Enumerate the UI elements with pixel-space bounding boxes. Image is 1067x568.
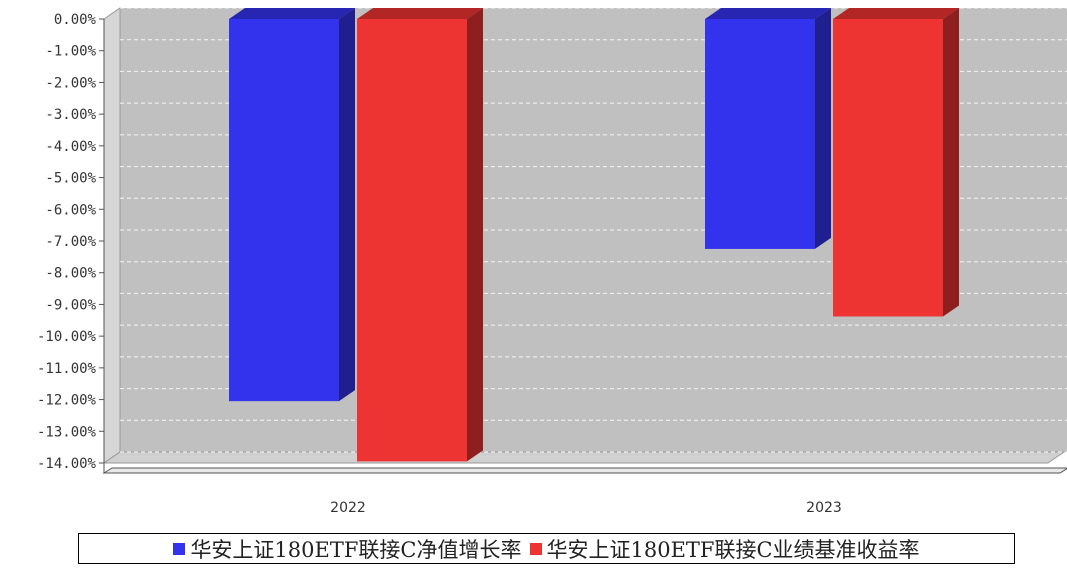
legend-item-benchmark: 华安上证180ETF联接C业绩基准收益率 [529,534,920,564]
bar-side-face [467,8,483,462]
y-tick-label: -9.00% [45,297,96,313]
bar-top-face [705,8,831,19]
x-tick-label: 2023 [806,500,842,516]
x-axis-line [102,467,1067,474]
y-tick-label: -6.00% [45,202,96,218]
plot-side-wall [103,7,121,464]
y-tick-label: 0.00% [54,12,97,28]
legend: 华安上证180ETF联接C净值增长率 华安上证180ETF联接C业绩基准收益率 [78,533,1015,564]
bar-front-face [705,19,815,249]
bar-front-face [357,19,467,462]
bar-side-face [339,8,355,402]
plot-floor [102,451,1066,464]
y-tick-label: -4.00% [45,139,96,155]
legend-item-nav-growth: 华安上证180ETF联接C净值增长率 [173,534,522,564]
y-tick-label: -3.00% [45,107,96,123]
bar-front-face [833,19,943,317]
x-tick-label: 2022 [330,500,366,516]
y-tick-label: -7.00% [45,234,96,250]
bar [705,8,831,249]
legend-swatch-blue [173,542,186,555]
bar-side-face [943,8,959,317]
y-tick-label: -12.00% [37,393,97,409]
bar [357,8,483,462]
bar-front-face [229,19,339,402]
legend-label-benchmark: 华安上证180ETF联接C业绩基准收益率 [546,537,920,562]
bar-chart: 0.00% -1.00% -2.00% -3.00% -4.00% -5.00% -6.00… [37,7,1067,516]
bar [229,8,355,402]
y-tick-label: -11.00% [37,361,97,377]
bar-top-face [229,8,355,19]
bar-top-face [357,8,483,19]
bars [229,8,959,462]
bar-side-face [815,8,831,249]
y-tick-label: -13.00% [37,424,97,440]
x-axis: 2022 2023 [102,467,1067,516]
y-tick-label: -8.00% [45,266,96,282]
legend-label-nav-growth: 华安上证180ETF联接C净值增长率 [190,537,522,562]
y-tick-label: -5.00% [45,171,96,187]
y-tick-label: -1.00% [45,44,96,60]
legend-swatch-red [529,542,542,555]
y-axis: 0.00% -1.00% -2.00% -3.00% -4.00% -5.00% -6.00… [37,12,105,473]
bar [833,8,959,317]
y-tick-label: -2.00% [45,75,96,91]
y-tick-label: -14.00% [37,456,97,472]
y-tick-label: -10.00% [37,329,97,345]
bar-top-face [833,8,959,19]
